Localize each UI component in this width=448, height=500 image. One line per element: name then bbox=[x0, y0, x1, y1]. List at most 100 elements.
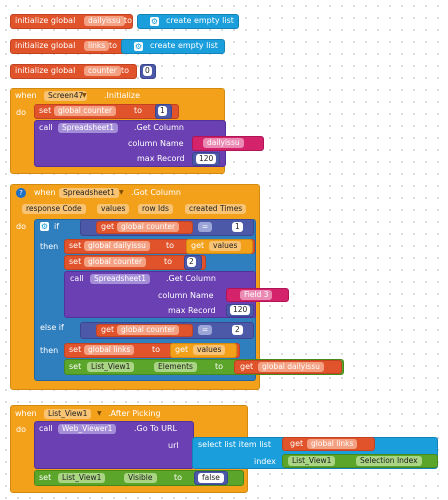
to-label: to bbox=[134, 106, 143, 115]
set-label: set bbox=[69, 362, 82, 371]
set-label: set bbox=[69, 257, 82, 266]
text-field[interactable]: Field 3 bbox=[240, 290, 273, 300]
max-record-label: max Record bbox=[168, 306, 216, 315]
call-label: call bbox=[39, 424, 53, 433]
component-dropdown[interactable]: List_View1 bbox=[288, 456, 336, 466]
param-values[interactable]: values bbox=[97, 204, 130, 214]
component-dropdown[interactable]: Spreadsheet1 bbox=[90, 274, 151, 284]
to-label: to bbox=[174, 473, 183, 482]
chevron-down-icon[interactable]: ▼ bbox=[97, 410, 102, 417]
variable-dropdown[interactable]: global links bbox=[84, 345, 135, 355]
event-name: .Initialize bbox=[104, 91, 141, 100]
method-name: .Get Column bbox=[166, 274, 216, 283]
component-dropdown[interactable]: List_View1 bbox=[87, 362, 135, 372]
component-dropdown[interactable]: List_View1 bbox=[58, 473, 106, 483]
param-created-times[interactable]: created Times bbox=[185, 204, 247, 214]
set-label: set bbox=[69, 241, 82, 250]
call-label: call bbox=[39, 123, 53, 132]
get-label: get bbox=[101, 325, 115, 334]
set-label: set bbox=[39, 106, 52, 115]
number-field[interactable]: 1 bbox=[158, 106, 167, 116]
index-label: index bbox=[254, 457, 276, 466]
when-label: when bbox=[34, 188, 56, 197]
property-dropdown[interactable]: Visible bbox=[124, 473, 157, 483]
max-record-label: max Record bbox=[137, 154, 185, 163]
init-global-label: initialize global bbox=[15, 66, 76, 75]
get-label: get bbox=[191, 241, 205, 250]
do-label: do bbox=[16, 425, 26, 434]
method-name: .Go To URL bbox=[134, 424, 178, 433]
number-field[interactable]: 0 bbox=[143, 66, 152, 76]
to-label: to bbox=[109, 41, 118, 50]
init-global-label: initialize global bbox=[15, 41, 76, 50]
param-row-ids[interactable]: row Ids bbox=[138, 204, 173, 214]
property-dropdown[interactable]: Selection Index bbox=[356, 456, 422, 466]
variable-dropdown[interactable]: values bbox=[193, 345, 226, 355]
do-label: do bbox=[16, 108, 26, 117]
create-empty-list-label: create empty list bbox=[150, 41, 218, 50]
select-list-item-label: select list item list bbox=[198, 440, 271, 449]
when-label: when bbox=[15, 409, 37, 418]
global-name-field[interactable]: links bbox=[84, 41, 110, 51]
variable-dropdown[interactable]: global dailyissu bbox=[258, 362, 324, 372]
variable-dropdown[interactable]: global counter bbox=[117, 222, 180, 232]
event-name: .After Picking bbox=[108, 409, 161, 418]
column-name-label: column Name bbox=[158, 291, 214, 300]
global-name-field[interactable]: dailyissu bbox=[84, 16, 125, 26]
boolean-field[interactable]: false bbox=[198, 473, 224, 483]
to-label: to bbox=[164, 257, 173, 266]
component-dropdown[interactable]: Spreadsheet1 bbox=[59, 188, 120, 198]
variable-dropdown[interactable]: global counter bbox=[84, 257, 147, 267]
number-field[interactable]: 120 bbox=[230, 305, 251, 315]
when-label: when bbox=[15, 91, 37, 100]
operator-dropdown[interactable]: = bbox=[198, 222, 213, 232]
number-field[interactable]: 1 bbox=[232, 222, 243, 232]
get-label: get bbox=[240, 362, 254, 371]
variable-dropdown[interactable]: global links bbox=[307, 439, 358, 449]
chevron-down-icon[interactable]: ▼ bbox=[119, 189, 124, 196]
gear-icon[interactable]: ⚙ bbox=[150, 17, 159, 26]
to-label: to bbox=[121, 66, 130, 75]
url-label: url bbox=[168, 441, 179, 450]
operator-dropdown[interactable]: = bbox=[198, 325, 213, 335]
to-label: to bbox=[124, 16, 133, 25]
set-label: set bbox=[69, 345, 82, 354]
component-dropdown[interactable]: Spreadsheet1 bbox=[58, 123, 119, 133]
component-dropdown[interactable]: Screen47 bbox=[44, 91, 88, 101]
gear-icon[interactable]: ⚙ bbox=[40, 222, 49, 231]
to-label: to bbox=[166, 241, 175, 250]
number-field[interactable]: 120 bbox=[196, 154, 217, 164]
global-name-field[interactable]: counter bbox=[84, 66, 121, 76]
create-empty-list-block[interactable] bbox=[121, 39, 225, 54]
column-name-label: column Name bbox=[128, 139, 184, 148]
get-label: get bbox=[175, 345, 189, 354]
number-field[interactable]: 2 bbox=[187, 257, 196, 267]
component-dropdown[interactable]: List_View1 bbox=[44, 409, 92, 419]
set-label: set bbox=[39, 473, 52, 482]
number-field[interactable]: 2 bbox=[232, 325, 243, 335]
property-dropdown[interactable]: Elements bbox=[154, 362, 197, 372]
variable-dropdown[interactable]: values bbox=[209, 241, 242, 251]
help-icon[interactable]: ? bbox=[16, 188, 26, 198]
component-dropdown[interactable]: Web_Viewer1 bbox=[58, 424, 117, 434]
do-label: do bbox=[16, 222, 26, 231]
if-label: if bbox=[54, 222, 60, 231]
text-field[interactable]: dailyissu bbox=[203, 138, 244, 148]
gear-icon[interactable]: ⚙ bbox=[134, 42, 143, 51]
call-label: call bbox=[70, 274, 84, 283]
method-name: .Get Column bbox=[134, 123, 184, 132]
get-label: get bbox=[101, 222, 115, 231]
chevron-down-icon[interactable]: ▼ bbox=[82, 92, 87, 99]
create-empty-list-label: create empty list bbox=[166, 16, 234, 25]
event-name: .Got Column bbox=[131, 188, 181, 197]
param-response-code[interactable]: response Code bbox=[22, 204, 86, 214]
create-empty-list-block[interactable] bbox=[137, 14, 239, 29]
variable-dropdown[interactable]: global dailyissu bbox=[84, 241, 150, 251]
init-global-label: initialize global bbox=[15, 16, 76, 25]
to-label: to bbox=[215, 362, 224, 371]
get-label: get bbox=[290, 439, 304, 448]
to-label: to bbox=[152, 345, 161, 354]
then-label: then bbox=[40, 242, 59, 251]
variable-dropdown[interactable]: global counter bbox=[117, 325, 180, 335]
variable-dropdown[interactable]: global counter bbox=[54, 106, 117, 116]
